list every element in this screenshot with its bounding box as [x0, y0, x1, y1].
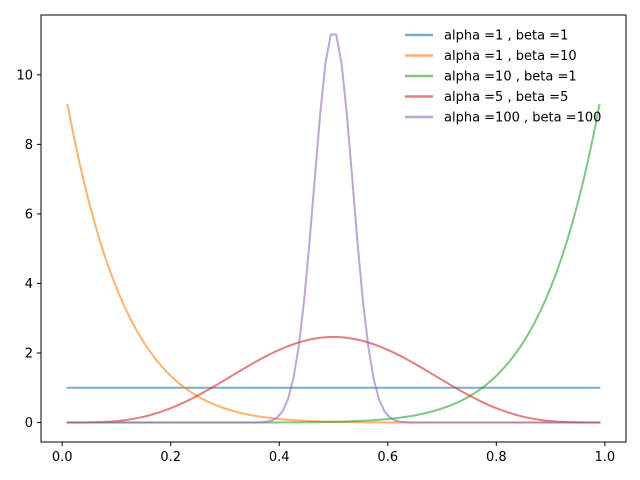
series-line-3 [66, 335, 601, 424]
y-tick-label: 8 [25, 138, 33, 153]
legend-label-2: alpha =10 , beta =1 [444, 70, 577, 85]
y-tick-label: 0 [25, 416, 33, 431]
legend-label-1: alpha =1 , beta =10 [444, 49, 577, 64]
x-tick-label: 0.6 [377, 450, 398, 465]
legend-label-4: alpha =100 , beta =100 [444, 111, 601, 126]
series-line-4 [66, 33, 601, 424]
x-tick-label: 0.2 [160, 450, 181, 465]
plot-frame [40, 14, 627, 443]
plot-lines [66, 33, 601, 424]
x-axis: 0.0 0.2 0.4 0.6 0.8 1.0 [52, 442, 615, 465]
x-tick-label: 1.0 [594, 450, 615, 465]
x-tick-label: 0.0 [52, 450, 73, 465]
y-tick-label: 10 [16, 68, 33, 83]
x-tick-label: 0.8 [486, 450, 507, 465]
y-tick-label: 2 [25, 346, 33, 361]
y-tick-label: 6 [25, 207, 33, 222]
legend-label-0: alpha =1 , beta =1 [444, 29, 568, 44]
legend-label-3: alpha =5 , beta =5 [444, 90, 568, 105]
y-tick-label: 4 [25, 277, 33, 292]
y-axis: 0 2 4 6 8 10 [16, 68, 41, 431]
x-tick-label: 0.4 [269, 450, 290, 465]
legend: alpha =1 , beta =1 alpha =1 , beta =10 alp… [405, 29, 601, 126]
